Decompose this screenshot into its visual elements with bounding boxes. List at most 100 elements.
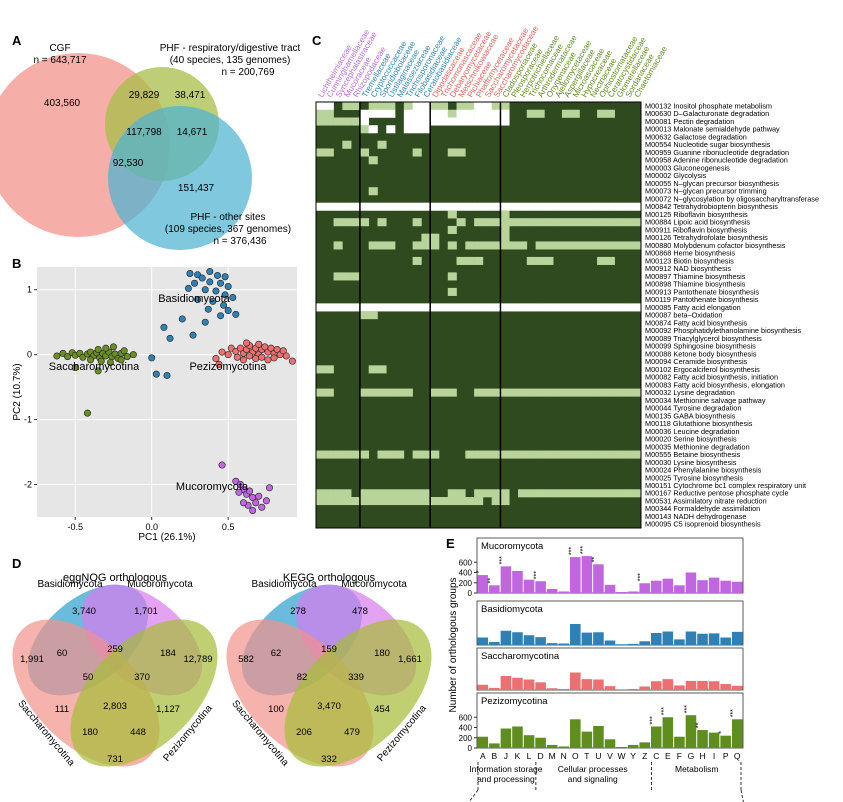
heatmap-cell-50-32 [597, 489, 607, 498]
bar-0-V [604, 584, 616, 593]
heatmap-cell-26-5 [359, 303, 370, 312]
bar-2-D [535, 682, 546, 690]
pca-point-pezizomycotina-16 [279, 347, 287, 355]
pca-ytick-label-2: -1 [24, 415, 32, 425]
heatmap-row-label-8: M00003 Gluconeogenesis [645, 163, 730, 172]
pca-point-mucoromycota-0 [218, 461, 226, 469]
venn-eggnog-basidio-name: Basidiomycota [37, 579, 102, 590]
bar-panel-title-3: Pezizomycotina [481, 696, 548, 707]
heatmap-cell-37-19 [482, 388, 492, 397]
heatmap-cell-26-21 [500, 303, 510, 312]
bar-0-Y [627, 591, 639, 593]
heatmap-cell-37-25 [535, 388, 545, 397]
bar-x-axis: A B J K L D M N O T U V W Y Z C E F G H I P Q Information stora… [468, 751, 744, 802]
pca-point-mucoromycota-13 [249, 507, 257, 515]
venn-eggnog-p: 12,789 [183, 654, 212, 665]
heatmap-cell-0-21 [500, 102, 510, 111]
pca-point-basidiomycota-14 [229, 294, 237, 302]
heatmap-row-label-1: M00630 D–Galacturonate degradation [645, 109, 769, 118]
heatmap-border [315, 101, 642, 529]
pca-point-pezizomycotina-27 [212, 355, 220, 363]
bar-group-label-2-0: Metabolism [675, 764, 718, 774]
bar-group-bracket-tail-right [740, 789, 744, 802]
heatmap-cell-26-29 [570, 303, 580, 312]
heatmap-cell-6-1 [324, 148, 334, 157]
heatmap-cell-13-16 [456, 202, 466, 211]
heatmap-cell-45-23 [518, 450, 528, 459]
heatmap-cell-45-21 [500, 450, 510, 459]
heatmap-cell-18-23 [518, 241, 528, 250]
venn-kegg-smp2: 479 [344, 727, 360, 738]
bar-3-E [662, 717, 674, 748]
heatmap-cell-0-20 [491, 102, 501, 111]
heatmap-cell-1-19 [482, 109, 492, 118]
venn-a-resp-name: PHF - respiratory/digestive tract [160, 43, 301, 54]
venn-eggnog-bms: 50 [83, 672, 94, 683]
heatmap-cell-26-15 [447, 303, 457, 312]
heatmap-cell-13-13 [430, 202, 440, 211]
pca-point-pezizomycotina-25 [224, 351, 232, 359]
heatmap-cell-37-29 [570, 388, 580, 397]
heatmap-cell-13-10 [403, 202, 413, 211]
heatmap-cell-15-33 [605, 218, 615, 227]
bar-3-M [546, 744, 558, 748]
heatmap-cell-18-27 [553, 241, 563, 250]
heatmap-cell-13-30 [579, 202, 589, 211]
heatmap-cell-1-20 [491, 109, 501, 118]
venn-kegg: KEGG orthologous Basidiomycota Mucoromyc… [226, 572, 432, 769]
heatmap-cell-18-18 [474, 241, 484, 250]
pca-point-pezizomycotina-23 [264, 356, 272, 364]
bar-xtick-label-Y: Y [630, 751, 636, 761]
bar-star-0-5: *** [534, 571, 541, 579]
pca-point-basidiomycota-20 [232, 310, 240, 318]
venn-kegg-bmp: 339 [348, 672, 364, 683]
heatmap-cell-18-15 [447, 241, 457, 250]
heatmap-cell-13-33 [605, 202, 615, 211]
pca-ytick-label-1: 0 [27, 350, 32, 360]
heatmap-cell-2-17 [465, 117, 475, 126]
bar-1-I [708, 633, 720, 645]
venn-kegg-mp: 180 [374, 648, 390, 659]
venn-a-other-only: 151,437 [178, 183, 215, 194]
heatmap-cell-15-4 [351, 218, 361, 227]
heatmap-cells [316, 102, 642, 528]
heatmap-cell-20-25 [535, 256, 545, 265]
bar-group-label-1-0: Cellular processes [558, 764, 628, 774]
heatmap-cell-1-32 [597, 109, 607, 118]
heatmap-cell-26-22 [509, 303, 519, 312]
heatmap-cell-26-10 [403, 303, 413, 312]
venn-eggnog: eggNOG orthologous Basidiomycota Mucorom… [12, 572, 218, 769]
heatmap-cell-45-12 [421, 450, 431, 459]
heatmap-cell-37-20 [491, 388, 501, 397]
heatmap-cell-51-4 [351, 497, 361, 506]
bar-star-3-15: *** [649, 716, 656, 724]
heatmap-cell-6-11 [412, 148, 422, 157]
heatmap-row-label-34: M00102 Ergocalciferol biosynthesis [645, 365, 760, 374]
heatmap-cell-13-12 [421, 202, 431, 211]
bar-3-W [616, 746, 627, 748]
heatmap-cell-51-17 [465, 497, 475, 506]
bar-star-0-14: *** [638, 573, 645, 581]
heatmap-cell-17-13 [430, 233, 440, 242]
heatmap-cell-13-35 [623, 202, 633, 211]
heatmap-cell-50-26 [544, 489, 554, 498]
venn-eggnog-sb: 60 [57, 648, 68, 659]
heatmap-cell-13-29 [570, 202, 580, 211]
heatmap-cell-14-15 [447, 210, 457, 219]
heatmap-cell-45-26 [544, 450, 554, 459]
heatmap-cell-2-12 [421, 117, 431, 126]
heatmap-row-label-4: M00632 Galactose degradation [645, 132, 747, 141]
heatmap-row-label-18: M00880 Molybdenum cofactor biosynthesis [645, 241, 786, 250]
bar-3-A [477, 736, 489, 748]
heatmap-cell-26-19 [482, 303, 492, 312]
heatmap-cell-13-25 [535, 202, 545, 211]
heatmap-row-label-53: M00143 NADH dehydrogenase [645, 512, 746, 521]
venn-kegg-smp: 454 [374, 704, 390, 715]
pca-label-basidiomycota: Basidiomycota [158, 293, 230, 305]
heatmap-cell-26-8 [386, 303, 396, 312]
venn-kegg-bm: 159 [321, 644, 337, 655]
heatmap-cell-37-31 [588, 388, 598, 397]
heatmap-cell-1-29 [570, 109, 580, 118]
heatmap-cell-13-20 [491, 202, 501, 211]
